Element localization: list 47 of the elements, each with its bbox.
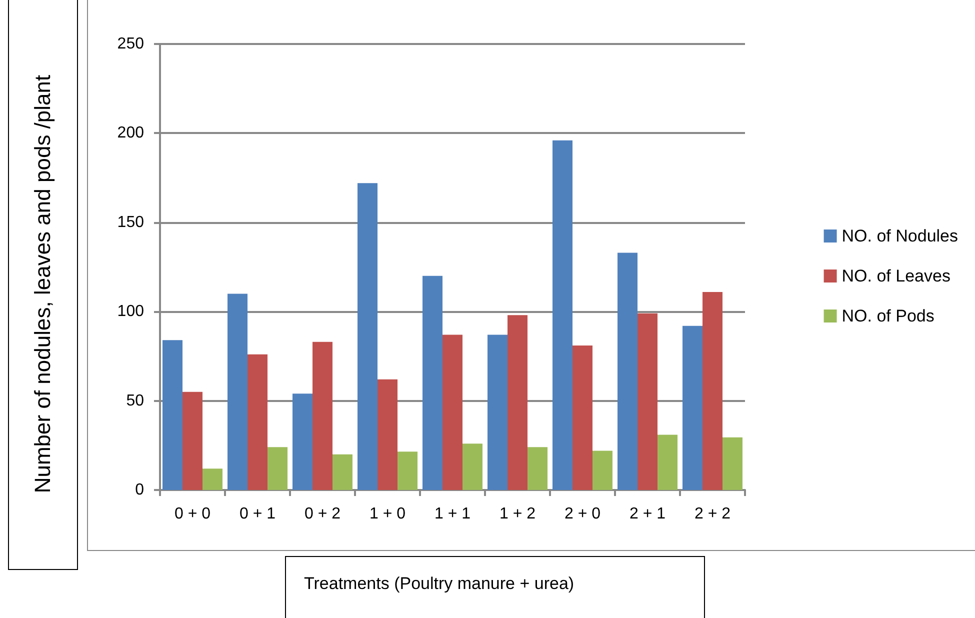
bar [592,450,612,490]
bar [182,392,202,490]
bar [462,444,482,490]
bar [638,313,658,490]
y-tick-label: 0 [135,482,144,498]
bar [618,252,638,490]
y-tick-label: 200 [117,124,144,142]
bar [312,342,332,490]
bar [552,140,572,490]
x-tick-label: 0 + 2 [304,506,341,522]
bar [572,345,592,490]
bar [722,437,742,490]
y-tick-label: 50 [126,392,144,410]
bar [658,434,678,490]
bar [378,379,398,490]
bar [358,183,378,490]
bar [332,454,352,490]
x-tick-label: 1 + 0 [369,506,406,522]
x-tick-label: 1 + 2 [499,506,536,522]
y-tick-label: 250 [117,36,144,52]
y-tick-label: 100 [117,303,144,320]
bar [488,334,508,490]
bar [422,276,442,490]
x-tick-label: 0 + 0 [174,506,211,522]
legend-label: NO. of Nodules [842,226,958,246]
bar [202,468,222,490]
bar [228,294,248,490]
y-axis-title: Number of nodules, leaves and pods /plant [30,74,56,494]
bar [292,394,312,490]
bar [442,334,462,490]
x-axis-title: Treatments (Poultry manure + urea) [304,574,574,594]
bar [702,292,722,490]
x-tick-label: 2 + 0 [564,506,601,522]
y-tick-label: 150 [117,214,144,231]
x-tick-label: 2 + 1 [629,506,666,522]
x-tick-label: 1 + 1 [434,506,471,522]
bar [398,452,418,490]
legend-label: NO. of Pods [842,306,934,326]
legend-label: NO. of Leaves [842,266,950,286]
bar [528,447,548,490]
bar [682,326,702,490]
bar [248,354,268,490]
x-tick-label: 2 + 2 [694,506,731,522]
bar [162,340,182,490]
x-tick-label: 0 + 1 [239,506,276,522]
bar [268,447,288,490]
bar [508,315,528,490]
